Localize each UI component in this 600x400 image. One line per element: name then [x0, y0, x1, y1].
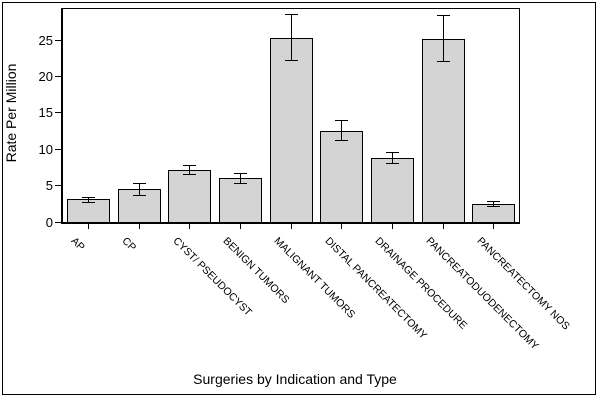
error-bar-cap [233, 172, 247, 174]
error-bar-stem [493, 200, 495, 206]
bar [370, 158, 414, 222]
y-tick-label: 10 [38, 141, 53, 157]
y-tick [55, 112, 61, 114]
error-bar-cap [335, 139, 349, 141]
bar [218, 177, 262, 222]
y-axis-title: Rate Per Million [3, 63, 19, 163]
error-bar-stem [290, 14, 292, 60]
error-bar-stem [189, 164, 191, 174]
bar [269, 38, 313, 222]
error-bar-stem [138, 183, 140, 196]
error-bar-stem [239, 172, 241, 183]
x-tick-label: PANCREATECTOMY NOS [474, 235, 572, 333]
error-bar-cap [132, 195, 146, 197]
error-bar-cap [335, 120, 349, 122]
x-tick [239, 224, 241, 229]
x-tick-label: PANCREATODUODENECTOMY [423, 235, 541, 353]
error-bar-cap [487, 200, 501, 202]
error-bar-cap [385, 163, 399, 165]
y-tick [55, 76, 61, 78]
error-bar-cap [81, 202, 95, 204]
x-tick [87, 224, 89, 229]
x-axis-title: Surgeries by Indication and Type [193, 371, 397, 387]
x-tick-label: DRAINAGE PROCEDURE [372, 235, 470, 332]
bar [320, 131, 364, 222]
x-tick [391, 224, 393, 229]
y-tick-label: 25 [38, 32, 53, 48]
y-tick [55, 185, 61, 187]
y-tick-label: 5 [45, 178, 53, 194]
x-tick [189, 224, 191, 229]
y-tick [55, 148, 61, 150]
error-bar-cap [284, 59, 298, 61]
error-bar-cap [132, 183, 146, 185]
y-tick [55, 221, 61, 223]
error-bar-cap [81, 196, 95, 198]
x-tick-label: DISTAL PANCREATECTOMY [322, 235, 429, 342]
error-bar-cap [436, 61, 450, 63]
y-tick-label: 20 [38, 69, 53, 85]
error-bar-stem [391, 152, 393, 164]
y-tick-label: 15 [38, 105, 53, 121]
x-tick [138, 224, 140, 229]
error-bar-cap [284, 14, 298, 16]
error-bar-stem [87, 196, 89, 203]
x-tick [493, 224, 495, 229]
x-tick [290, 224, 292, 229]
error-bar-cap [436, 14, 450, 16]
error-bar-cap [233, 182, 247, 184]
plot-area [61, 8, 520, 224]
x-tick-label: AP [68, 235, 88, 254]
x-tick-label: CP [119, 235, 139, 254]
error-bar-cap [183, 164, 197, 166]
bar [421, 38, 465, 222]
x-tick [442, 224, 444, 229]
x-tick [341, 224, 343, 229]
error-bar-cap [487, 206, 501, 207]
error-bar-stem [341, 120, 343, 140]
y-tick [55, 39, 61, 41]
bar [168, 169, 212, 222]
error-bar-cap [183, 174, 197, 176]
error-bar-cap [385, 152, 399, 154]
error-bar-stem [442, 14, 444, 62]
y-tick-label: 0 [45, 214, 53, 230]
